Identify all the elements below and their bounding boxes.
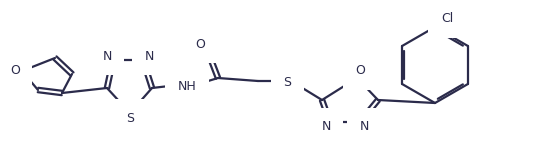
Text: N: N: [321, 120, 331, 134]
Text: Cl: Cl: [441, 12, 453, 26]
Text: O: O: [10, 65, 20, 77]
Text: O: O: [355, 65, 365, 77]
Text: N: N: [102, 50, 111, 62]
Text: S: S: [283, 76, 291, 90]
Text: NH: NH: [177, 79, 196, 93]
Text: S: S: [126, 112, 134, 124]
Text: O: O: [195, 37, 205, 51]
Text: N: N: [144, 50, 154, 62]
Text: N: N: [359, 120, 368, 134]
